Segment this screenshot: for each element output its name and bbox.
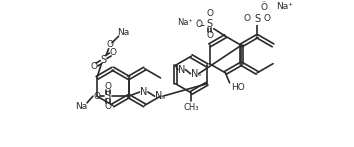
Text: S: S	[101, 55, 107, 65]
Text: O: O	[107, 40, 114, 49]
Text: Na: Na	[118, 28, 130, 37]
Text: O: O	[93, 92, 101, 101]
Text: N: N	[177, 65, 185, 75]
Text: S: S	[105, 91, 111, 101]
Text: ": "	[197, 73, 200, 79]
Text: S: S	[254, 14, 260, 24]
Text: ⁻: ⁻	[262, 0, 266, 7]
Text: CH₃: CH₃	[183, 102, 199, 112]
Text: HO: HO	[231, 83, 245, 92]
Text: N: N	[140, 87, 147, 97]
Text: O: O	[91, 62, 98, 71]
Text: ⁻: ⁻	[196, 16, 201, 25]
Text: O: O	[206, 31, 213, 40]
Text: ": "	[161, 96, 165, 102]
Text: S: S	[206, 19, 213, 29]
Text: O: O	[264, 14, 271, 23]
Text: O: O	[244, 14, 251, 23]
Text: Na⁺: Na⁺	[276, 2, 293, 11]
Text: O: O	[260, 3, 267, 12]
Text: N: N	[155, 91, 162, 101]
Text: O: O	[195, 20, 202, 29]
Text: N: N	[191, 69, 198, 79]
Text: O: O	[206, 9, 213, 18]
Text: Na: Na	[75, 102, 87, 111]
Text: O: O	[104, 102, 112, 111]
Text: Na⁺: Na⁺	[177, 17, 193, 26]
Text: O: O	[109, 48, 116, 57]
Text: O: O	[104, 82, 112, 91]
